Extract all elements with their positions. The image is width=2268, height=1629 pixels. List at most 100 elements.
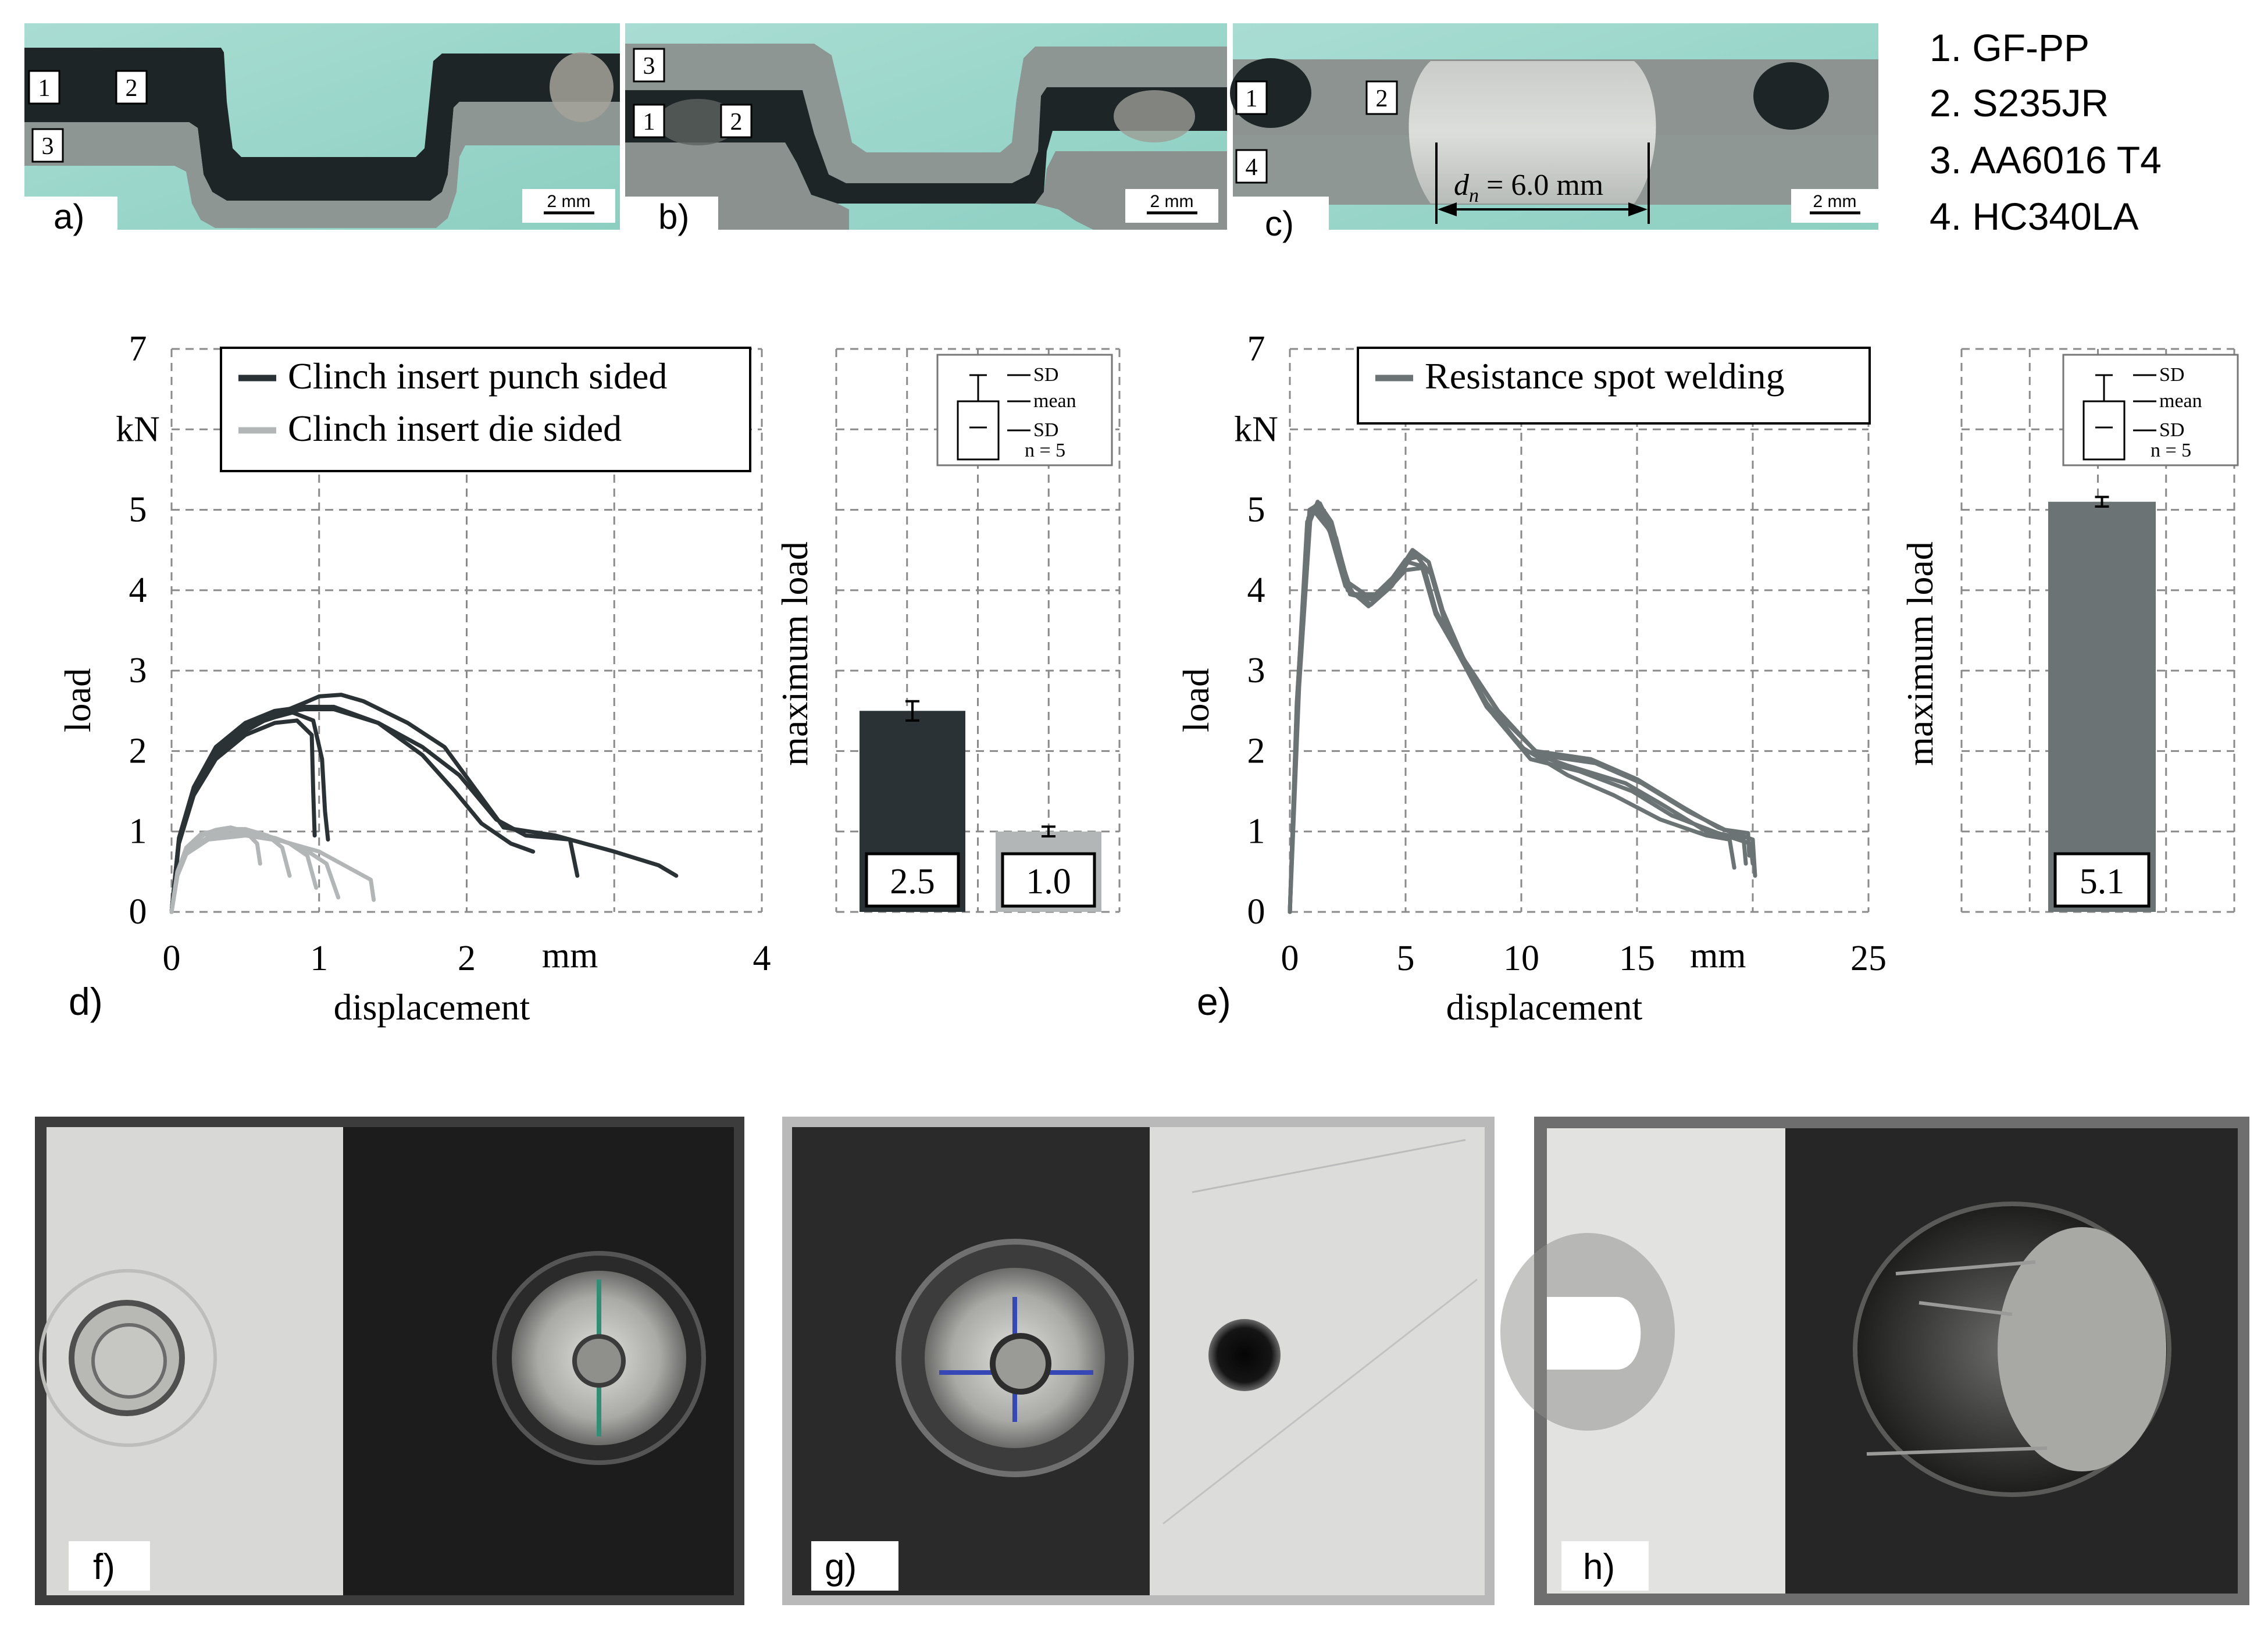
- series-line-2: [169, 828, 319, 914]
- marker-3: [31, 128, 64, 163]
- value-label-box: [1001, 852, 1096, 908]
- value-label: 5.1: [2080, 862, 2125, 901]
- cross-section-a: 2 mm a) 1 2 3: [24, 23, 620, 236]
- section-label: c): [1265, 204, 1294, 243]
- y-tick-label: 2: [129, 731, 147, 771]
- sd-legend-bar: [957, 400, 1000, 461]
- y-tick-label: 0: [1247, 892, 1265, 932]
- marker-2-label: 2: [1376, 85, 1388, 112]
- exposed-steel: [1998, 1227, 2166, 1471]
- series-line-1: [169, 710, 330, 914]
- series-line-1: [1288, 500, 1736, 914]
- scratch: [1192, 1139, 1466, 1193]
- marker-2: [115, 70, 148, 105]
- cross-section-b: 2 mm b) 3 1 2: [625, 23, 1227, 236]
- legend-box: [220, 347, 751, 472]
- y-tick-label: 4: [129, 571, 147, 610]
- y-tick-label: 5: [129, 490, 147, 530]
- value-label: 1.0: [1026, 862, 1071, 901]
- x-unit-label: mm: [542, 936, 598, 975]
- photo-label: g): [825, 1547, 857, 1587]
- series-line-1: [1288, 501, 1757, 914]
- x-tick-label: 10: [1503, 939, 1539, 978]
- material-item: 1. GF-PP: [1930, 26, 2089, 69]
- sd-legend-bar: [2082, 400, 2126, 461]
- sd-bottom-label: SD: [2159, 419, 2184, 441]
- y-tick-label: 4: [1247, 571, 1265, 610]
- aluminium-layer: [24, 102, 620, 228]
- fracture-photo-g: g): [782, 1117, 1495, 1605]
- material-item: 4. HC340LA: [1930, 195, 2139, 238]
- marker-1-label: 1: [38, 75, 51, 102]
- fracture-photo-h: h): [1500, 1117, 2249, 1605]
- weld-cavity: [1547, 1297, 1641, 1370]
- panel-label-e: e): [1197, 980, 1231, 1023]
- sd-top-label: SD: [1033, 364, 1058, 386]
- x-axis-title: displacement: [1446, 986, 1643, 1028]
- marker-1: [633, 104, 665, 138]
- section-label: b): [658, 197, 689, 236]
- y-tick-label: 0: [129, 892, 147, 932]
- y-axis-title: maximum load: [1899, 541, 1941, 766]
- material-legend: 1. GF-PP 2. S235JR 3. AA6016 T4 4. HC340…: [1930, 26, 2162, 238]
- marker-1-label: 1: [1246, 85, 1258, 112]
- x-tick-label: 0: [163, 939, 181, 978]
- label-box: [24, 197, 117, 231]
- legend-label: Clinch insert die sided: [288, 408, 622, 449]
- gfpp-layer: [625, 87, 1227, 204]
- fibre-debris: [657, 99, 739, 145]
- value-label-box: [865, 852, 960, 908]
- y-tick-label: 2: [1247, 731, 1265, 771]
- chart-e: 0 5 10 15 25 0 1 2 3 4 5 7 mm kN displacement load Resis…: [1175, 329, 1887, 1028]
- cross-section-c: dn = 6.0 mm 2 mm c) 1 2 4: [1230, 23, 1878, 243]
- mean-label: mean: [2159, 390, 2202, 412]
- marker-2-label: 2: [126, 75, 138, 102]
- series-line-1: [169, 704, 536, 914]
- steel-layer: [625, 142, 1227, 230]
- sample-size-label: n = 5: [2151, 440, 2191, 461]
- marker-4-label: 4: [1246, 154, 1258, 181]
- marker-1-label: 1: [643, 109, 655, 136]
- scratch: [1162, 1278, 1478, 1525]
- insert-hub: [990, 1333, 1051, 1395]
- chart-d: 0 1 2 4 0 1 2 3 4 5 7 mm kN displacement load Clinch in…: [57, 329, 771, 1028]
- value-label-box: [2053, 852, 2151, 908]
- marker-1: [1235, 80, 1268, 115]
- y-axis-title: maximum load: [774, 541, 815, 766]
- sd-bottom-label: SD: [1033, 419, 1058, 441]
- series-line-1: [169, 718, 317, 914]
- y-tick-label: 3: [129, 651, 147, 690]
- y-axis-title: load: [57, 668, 98, 732]
- x-unit-label: mm: [1690, 936, 1746, 975]
- fibre-debris: [1114, 90, 1195, 142]
- x-tick-label: 25: [1850, 939, 1887, 978]
- punched-hole: [1208, 1319, 1281, 1391]
- steel-sheet: [1150, 1127, 1485, 1595]
- y-tick-label: 1: [129, 812, 147, 851]
- y-tick-label: 7: [1247, 329, 1265, 369]
- scale-bar-label: 2 mm: [547, 192, 591, 211]
- series-line-2: [169, 833, 376, 914]
- x-tick-label: 4: [753, 939, 771, 978]
- scale-bar-label: 2 mm: [1813, 192, 1857, 211]
- scale-bar-box: [522, 189, 615, 223]
- marker-3-label: 3: [643, 53, 655, 80]
- aluminium-layer: [625, 44, 1227, 183]
- y-unit-label: kN: [116, 409, 160, 449]
- label-box: [625, 197, 718, 231]
- label-box: [811, 1541, 898, 1591]
- scale-bar-box: [1125, 189, 1218, 223]
- series-line-1: [1288, 508, 1755, 914]
- bar: [2048, 501, 2156, 912]
- y-axis-title: load: [1175, 668, 1217, 732]
- nugget-dimension-label: dn = 6.0 mm: [1454, 169, 1603, 206]
- x-axis-title: displacement: [334, 986, 530, 1028]
- scale-bar-box: [1791, 189, 1878, 223]
- joint-imprint-outer: [39, 1269, 217, 1447]
- mean-label: mean: [1033, 390, 1076, 412]
- legend-box: [1357, 347, 1871, 425]
- series-line-1: [1288, 504, 1748, 914]
- y-tick-label: 3: [1247, 651, 1265, 690]
- material-item: 3. AA6016 T4: [1930, 138, 2162, 181]
- fibre-debris: [550, 52, 614, 122]
